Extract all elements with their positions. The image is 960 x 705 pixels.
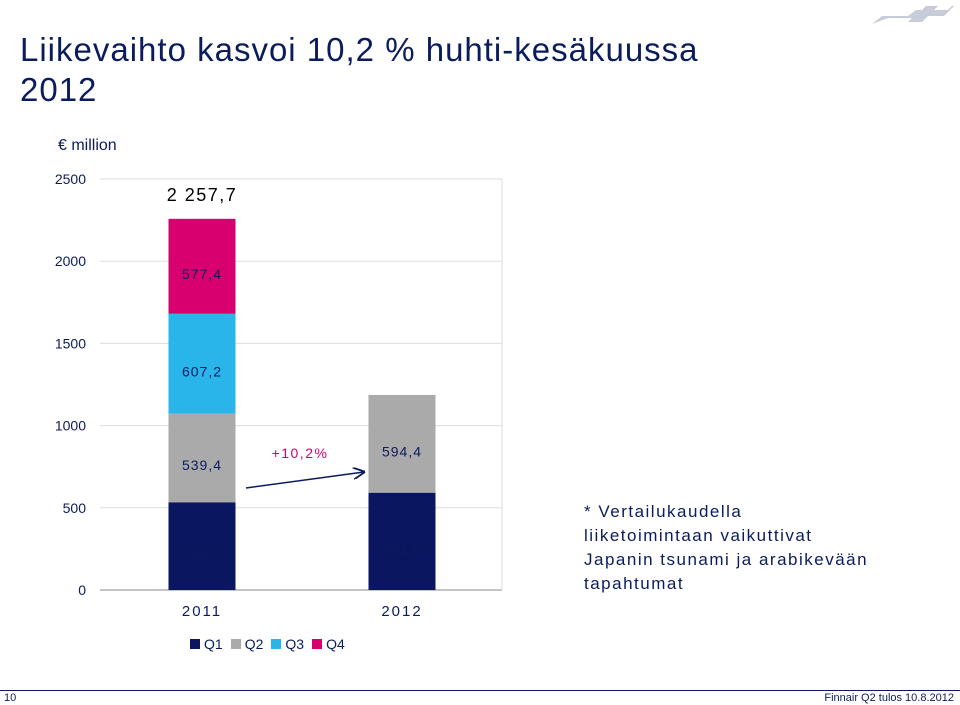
bar-labels: 533,7 539,4 607,2 577,4 2 257,7 591,8 594,4 [167,185,422,561]
y-axis-ticks: 0 500 1000 1500 2000 2500 [55,171,86,598]
data-label-2012-q1: 591,8 [382,541,422,557]
legend-label-q3: Q3 [285,636,305,652]
legend-label-q2: Q2 [244,636,264,652]
y-tick-label: 2500 [55,171,86,187]
bar-2011-q3 [168,313,236,414]
note-line-1: * Vertailukaudella [584,502,743,521]
growth-arrow [245,472,364,489]
legend-swatch-q2 [230,639,241,649]
legend-swatch-q1 [190,639,200,649]
legend-item-q1: Q1 [190,636,223,652]
footer-divider [0,690,960,691]
data-label-2011-q3: 607,2 [182,364,222,380]
finnair-logo-icon [872,6,954,24]
chart-legend: Q1 Q2 Q3 Q4 [190,636,345,652]
legend-item-q3: Q3 [271,636,304,652]
y-tick-label: 1000 [55,418,86,434]
legend-swatch-q4 [312,639,323,649]
x-category-label: 2012 [381,603,422,620]
bars [168,218,436,590]
legend-item-q2: Q2 [230,636,264,652]
bar-2012-q2 [368,394,436,493]
y-tick-label: 1500 [55,335,86,351]
unit-label: € million [58,137,117,154]
page-number: 10 [4,692,17,704]
title-line-1: Liikevaihto kasvoi 10,2 % huhti-kesäkuus… [20,31,699,68]
growth-annotation: +10,2% [272,445,329,461]
y-tick-label: 2000 [55,253,86,269]
bar-2011-q1 [168,502,236,590]
x-category-label: 2011 [182,603,222,620]
note-line-3: Japanin tsunami ja arabikevään [584,550,869,569]
grid-lines [100,178,503,591]
title-line-2: 2012 [20,71,98,108]
x-axis-categories: 2011 2012 [182,603,422,620]
comparison-note: * Vertailukaudella liiketoimintaan vaiku… [584,500,914,596]
legend-swatch-q3 [271,639,282,649]
footer-text: Finnair Q2 tulos 10.8.2012 [824,692,954,704]
note-line-2: liiketoimintaan vaikuttivat [584,526,813,545]
y-tick-label: 500 [63,500,87,516]
total-label-2011: 2 257,7 [167,185,238,205]
data-label-2012-q2: 594,4 [382,444,422,460]
bar-2011-q4 [168,218,236,314]
note-line-4: tapahtumat [584,574,685,593]
data-label-2011-q4: 577,4 [182,266,222,282]
data-label-2011-q2: 539,4 [182,457,222,473]
bar-2012-q1 [368,492,436,590]
legend-label-q4: Q4 [326,636,345,652]
slide-title: Liikevaihto kasvoi 10,2 % huhti-kesäkuus… [20,30,850,110]
legend-label-q1: Q1 [204,636,223,652]
y-tick-label: 0 [78,582,86,598]
data-label-2011-q1: 533,7 [182,545,222,561]
legend-item-q4: Q4 [312,636,345,652]
bar-2011-q2 [168,413,236,503]
